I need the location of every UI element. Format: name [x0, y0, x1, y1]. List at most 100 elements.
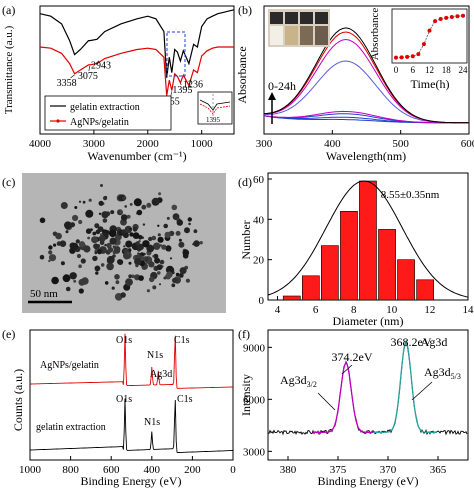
nanoparticle [152, 201, 157, 206]
inset-b-xtick-24: 24 [459, 65, 469, 75]
inset-b-point-3 [410, 54, 415, 59]
nanoparticle [157, 271, 161, 275]
nanoparticle [92, 255, 98, 262]
vial-1 [270, 26, 283, 45]
nanoparticle [78, 241, 86, 248]
y-axis-label-f: Intensity [239, 374, 253, 416]
nanoparticle [129, 232, 134, 237]
nanoparticle [104, 195, 107, 199]
nanoparticle [122, 196, 127, 201]
y-axis-label-b: Absorbance [235, 46, 249, 103]
nanoparticle [171, 283, 176, 288]
nanoparticle [110, 210, 115, 215]
nanoparticle [99, 240, 105, 246]
nanoparticle [112, 245, 116, 248]
nanoparticle [159, 283, 161, 286]
x-axis-label-d: Diameter (nm) [333, 314, 404, 328]
vial-4 [315, 26, 328, 45]
inset-b-point-1 [399, 55, 404, 60]
x-tick-label-f-365: 365 [430, 464, 447, 476]
inset-b-point-11 [455, 14, 460, 19]
nanoparticle [101, 211, 109, 219]
inset-b-point-6 [427, 28, 432, 33]
panel-c: (c) 50 nm [2, 173, 226, 313]
nanoparticle [157, 233, 161, 237]
panel-f: (f) Intensity Binding Energy (eV) 380 375… [238, 327, 469, 488]
nanoparticle [129, 227, 132, 231]
arrow-head-b [268, 92, 276, 100]
nanoparticle [136, 209, 143, 216]
nanoparticle [109, 237, 117, 245]
nanoparticle [95, 271, 99, 275]
nanoparticle [112, 250, 117, 255]
peak-label-c1s-top: C1s [174, 335, 190, 346]
panel-label-d: (d) [238, 175, 252, 189]
histogram-bar-6 [397, 259, 415, 301]
peak-label-374: 374.2eV [332, 350, 373, 364]
leader-ag3d32 [317, 392, 336, 411]
leader-ag3d52 [411, 381, 433, 401]
nanoparticle [83, 245, 91, 253]
peak-leader-1395 [180, 83, 182, 86]
inset-b-point-5 [421, 42, 426, 47]
plot-frame-e [29, 329, 234, 461]
histogram-bar-2 [320, 245, 339, 301]
nanoparticle [185, 278, 190, 283]
nanoparticle [69, 222, 76, 228]
ftir-series-agnps [39, 46, 234, 96]
x-tick-label-a-3000: 3000 [83, 138, 106, 150]
x-tick-label-d-12: 12 [424, 304, 435, 316]
nanoparticle [93, 243, 99, 249]
nanoparticle [104, 243, 107, 247]
nanoparticle [60, 261, 65, 266]
histogram-bar-4 [359, 180, 377, 301]
peak-label-ag3d: Ag3d [150, 369, 172, 380]
nanoparticle [123, 245, 126, 248]
nanoparticle [82, 200, 86, 204]
inset-b-point-12 [461, 13, 465, 18]
y-tick-label-f-6000: 6000 [243, 394, 266, 406]
inset-b-xlabel: Time(h) [411, 77, 450, 91]
peak-label-1236: 1236 [183, 79, 203, 90]
peak-label-o1s-bottom: O1s [116, 394, 132, 405]
nanoparticle [169, 257, 173, 260]
peak-label-n1s-top: N1s [147, 350, 163, 361]
ag3d52-sub: 5/3 [451, 372, 461, 381]
histogram-bar-1 [301, 275, 320, 301]
nanoparticle [179, 267, 187, 275]
ag3d32-main: Ag3d [280, 373, 307, 387]
fit-peak-ag3d32 [313, 361, 377, 433]
nanoparticle [48, 254, 57, 262]
nanoparticle [64, 221, 72, 230]
y-tick-label-d-60: 60 [253, 174, 265, 186]
nanoparticle [156, 264, 163, 271]
inset-b-xtick-0: 0 [394, 65, 399, 75]
y-tick-label-f-3000: 3000 [243, 446, 266, 458]
nanoparticle [154, 257, 161, 264]
x-tick-label-a-1000: 1000 [191, 138, 214, 150]
nanoparticle [177, 275, 180, 279]
nanoparticle [53, 243, 57, 247]
x-tick-label-b-300: 300 [256, 138, 273, 150]
nanoparticle [153, 253, 159, 259]
nanoparticle [80, 258, 86, 264]
nanoparticle [126, 214, 131, 219]
peak-leader-1236 [188, 79, 192, 87]
nanoparticle [135, 241, 140, 246]
legend-marker-agnps [56, 119, 60, 123]
nanoparticle [78, 200, 82, 203]
vial-cap-1 [270, 12, 283, 24]
nanoparticle [159, 259, 165, 265]
nanoparticle [138, 275, 144, 281]
panel-label-e: (e) [2, 327, 15, 341]
nanoparticle [71, 242, 79, 250]
nanoparticle [94, 223, 100, 229]
panel-f-title: Ag3d [421, 335, 448, 349]
nanoparticle [104, 281, 109, 285]
nanoparticle [178, 241, 185, 248]
nanoparticle [134, 258, 142, 266]
x-axis-label-e: Binding Energy (eV) [80, 474, 181, 488]
vial-2 [285, 26, 298, 45]
nanoparticle [102, 218, 108, 223]
nanoparticle [100, 184, 103, 187]
